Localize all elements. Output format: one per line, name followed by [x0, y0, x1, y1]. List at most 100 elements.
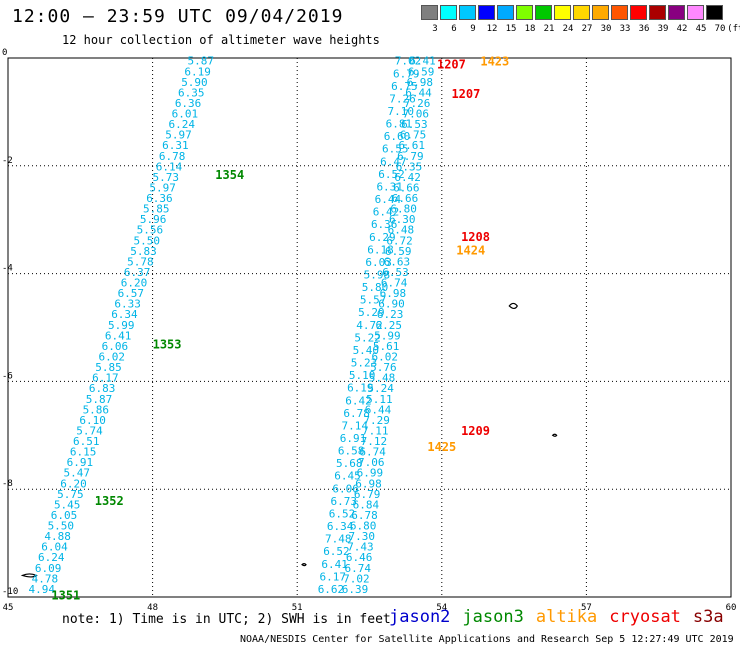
wave-height-value: 6.24 [168, 118, 195, 131]
satellite-legend: jason2 jason3 altika cryosat s3a [389, 607, 736, 627]
wave-height-value: 6.98 [380, 287, 407, 300]
wave-height-value: 6.79 [393, 67, 420, 80]
wave-height-value: 6.36 [175, 97, 202, 110]
latitude-tick-label: -8 [2, 479, 13, 489]
legend-swatch [459, 5, 476, 20]
legend-level-label: 70 [714, 24, 726, 34]
wave-height-value: 6.52 [378, 168, 405, 181]
wave-height-value: 5.47 [63, 467, 90, 480]
legend-unit: (ft) [727, 24, 740, 34]
credit-line: NOAA/NESDIS Center for Satellite Applica… [240, 634, 734, 645]
wave-height-value: 5.85 [143, 203, 170, 216]
wave-height-value: 6.80 [350, 520, 377, 533]
wave-height-value: 6.59 [385, 245, 412, 258]
wave-height-value: 5.83 [130, 245, 157, 258]
wave-height-value: 6.78 [351, 509, 378, 522]
legend-swatch [668, 5, 685, 20]
wave-height-value: 6.03 [365, 256, 392, 269]
wave-height-value: 7.48 [325, 533, 352, 546]
pass-time-label: 1207 [437, 57, 466, 71]
wave-height-value: 6.99 [357, 467, 384, 480]
wave-height-value: 6.80 [390, 203, 417, 216]
wave-height-value: 5.87 [86, 393, 113, 406]
wave-height-value: 5.87 [188, 55, 215, 68]
wave-height-value: 6.74 [381, 277, 408, 290]
wave-height-value: 6.06 [102, 340, 129, 353]
satellite-label-cryosat: cryosat [609, 607, 681, 627]
island-outline [301, 563, 307, 567]
pass-time-label: 1423 [480, 55, 509, 69]
legend-swatch [649, 5, 666, 20]
wave-height-value: 6.42 [345, 394, 372, 407]
wave-height-value: 6.72 [386, 234, 413, 247]
plot-frame [7, 57, 732, 598]
wave-height-value: 5.85 [95, 361, 122, 374]
wave-height-value: 4.88 [44, 530, 71, 543]
wave-height-value: 7.43 [347, 541, 374, 554]
wave-height-value: 6.37 [124, 266, 151, 279]
wave-height-value: 6.73 [331, 495, 358, 508]
wave-height-value: 6.24 [38, 551, 65, 564]
wave-height-value: 6.31 [162, 139, 189, 152]
legend-level-label: 33 [619, 24, 631, 34]
wave-height-value: 6.23 [377, 308, 404, 321]
wave-height-value: 6.20 [121, 277, 148, 290]
wave-height-value: 5.80 [362, 281, 389, 294]
wave-height-value: 6.98 [407, 76, 434, 89]
wave-height-value: 6.47 [380, 155, 407, 168]
legend-level-label: 36 [638, 24, 650, 34]
wave-height-value: 6.17 [320, 570, 347, 583]
wave-height-value: 6.44 [405, 86, 432, 99]
satellite-label-altika: altika [535, 607, 598, 627]
wave-height-value: 6.58 [338, 445, 365, 458]
pass-time-label: 1207 [451, 87, 480, 101]
satellite-label-jason2: jason2 [389, 607, 451, 627]
wave-height-value: 6.04 [41, 541, 68, 554]
wave-height-value: 6.20 [60, 477, 87, 490]
wave-height-value: 6.34 [111, 308, 138, 321]
wave-height-value: 5.97 [165, 129, 192, 142]
wave-height-value: 6.15 [70, 446, 97, 459]
wave-height-value: 5.50 [133, 234, 160, 247]
wave-height-value: 6.52 [323, 545, 350, 558]
wave-height-value: 5.99 [108, 319, 135, 332]
wave-height-value: 5.23 [351, 357, 378, 370]
wave-height-value: 6.36 [146, 192, 173, 205]
wave-height-value: 6.25 [376, 319, 403, 332]
legend-swatch [421, 5, 438, 20]
legend-swatch [554, 5, 571, 20]
wave-height-value: 6.45 [334, 470, 361, 483]
wave-height-value: 5.86 [83, 403, 110, 416]
wave-height-value: 5.50 [48, 520, 75, 533]
wave-height-value: 6.91 [67, 456, 94, 469]
wave-height-value: 6.63 [384, 255, 411, 268]
wave-height-value: 6.42 [373, 206, 400, 219]
wave-height-value: 7.10 [387, 105, 414, 118]
wave-height-value: 5.40 [353, 344, 380, 357]
legend-level-label: 6 [451, 24, 457, 34]
legend-swatch [630, 5, 647, 20]
legend-level-label: 30 [600, 24, 612, 34]
wave-height-value: 6.34 [327, 520, 354, 533]
wave-height-value: 6.44 [365, 403, 392, 416]
island-outline [508, 302, 518, 310]
pass-time-label: 1424 [456, 243, 485, 257]
wave-height-value: 6.39 [342, 583, 369, 596]
longitude-tick-label: 51 [292, 603, 303, 613]
units-note: note: 1) Time is in UTC; 2) SWH is in fe… [62, 612, 391, 627]
wave-height-value: 6.06 [332, 482, 359, 495]
pass-time-label: 1208 [461, 230, 490, 244]
wave-height-value: 6.10 [79, 414, 106, 427]
wave-height-value: 5.97 [149, 181, 176, 194]
chart-subtitle: 12 hour collection of altimeter wave hei… [62, 33, 380, 47]
wave-height-value: 7.06 [358, 456, 385, 469]
wave-height-value: 4.78 [32, 572, 59, 585]
wave-height-value: 6.36 [371, 218, 398, 231]
pass-time-label: 1352 [95, 494, 124, 508]
wave-height-value: 6.18 [367, 243, 394, 256]
wave-height-value: 6.78 [159, 150, 186, 163]
legend-level-label: 3 [432, 24, 438, 34]
legend-swatch [611, 5, 628, 20]
wave-height-value: 6.46 [346, 551, 373, 564]
wave-height-value: 6.44 [375, 193, 402, 206]
